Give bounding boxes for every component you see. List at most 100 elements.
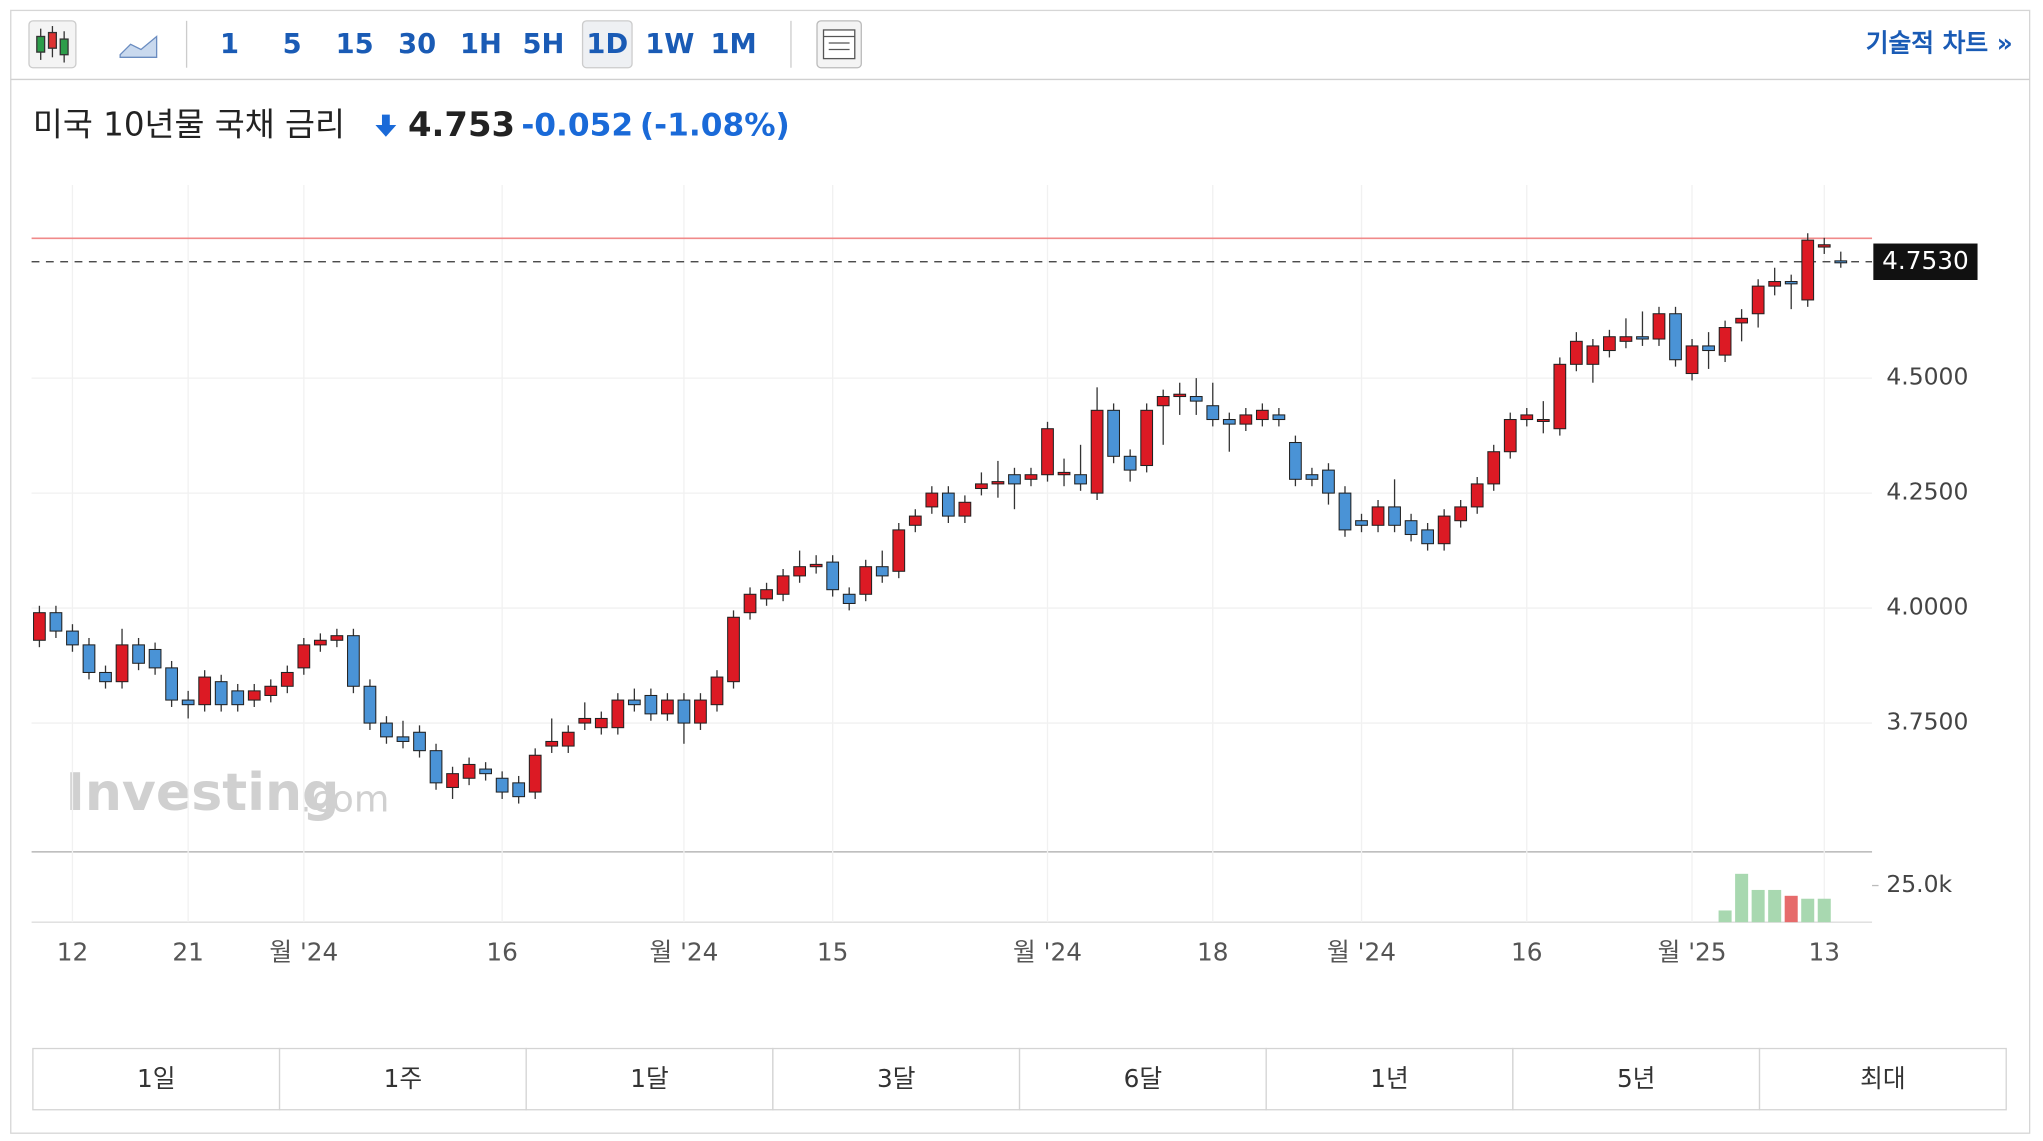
- technical-chart-link[interactable]: 기술적 차트 »: [1866, 28, 2013, 57]
- candle-body: [1074, 474, 1087, 485]
- candle-body: [1768, 281, 1782, 287]
- interval-button[interactable]: 1D: [586, 29, 628, 60]
- candle-body: [1569, 340, 1583, 365]
- candle-body: [148, 648, 162, 669]
- candle-body: [727, 616, 740, 683]
- candle-body: [1817, 244, 1831, 248]
- range-button[interactable]: [1758, 1047, 2007, 1111]
- interval-button[interactable]: 15: [336, 29, 374, 60]
- interval-button[interactable]: 5: [283, 29, 302, 60]
- candle-body: [429, 750, 443, 784]
- candle-body: [1305, 474, 1319, 480]
- candle-body: [677, 699, 691, 724]
- watermark-suffix: .com: [300, 778, 389, 821]
- candle-body: [875, 566, 889, 577]
- range-button[interactable]: [1265, 1047, 1514, 1111]
- candle-body: [710, 676, 724, 706]
- x-tick-label: 12: [57, 937, 88, 966]
- interval-button[interactable]: 1H: [460, 29, 502, 60]
- change: -0.052: [521, 107, 633, 143]
- candle-body: [1289, 441, 1302, 480]
- candle-body: [776, 575, 790, 595]
- candle-body: [743, 593, 757, 614]
- volume-bar: [1718, 910, 1732, 923]
- candle-body: [214, 681, 228, 706]
- candle-body: [1636, 336, 1649, 340]
- candle-body: [363, 685, 377, 724]
- candle-body: [545, 740, 559, 747]
- candle-body: [396, 736, 410, 742]
- candle-body: [231, 690, 245, 706]
- candle-body: [1784, 281, 1798, 285]
- candle-body: [330, 635, 344, 641]
- volume-bar: [1801, 898, 1815, 923]
- down-arrow: [375, 114, 397, 137]
- candle-body: [99, 671, 112, 683]
- range-button[interactable]: [1512, 1047, 1761, 1111]
- x-tick-label: 16: [1511, 937, 1542, 966]
- candle-body: [661, 699, 674, 715]
- range-button[interactable]: [278, 1047, 527, 1111]
- candle-body: [66, 630, 79, 646]
- y-tick-label: 4.2500: [1886, 478, 1968, 506]
- candle-body: [826, 561, 840, 591]
- interval-button[interactable]: 5H: [523, 29, 565, 60]
- range-button[interactable]: [772, 1047, 1021, 1111]
- candle-body: [1371, 506, 1385, 526]
- candle-body: [115, 644, 129, 683]
- candle-body: [1834, 260, 1848, 264]
- y-tick-label: 3.7500: [1886, 708, 1968, 736]
- candle-body: [446, 773, 459, 788]
- area-icon[interactable]: [119, 35, 158, 58]
- candle-body: [1322, 469, 1335, 494]
- candle-body: [908, 515, 922, 526]
- interval-button[interactable]: 1W: [645, 29, 694, 60]
- range-button[interactable]: [525, 1047, 774, 1111]
- candle-body: [1718, 327, 1732, 356]
- candle-body: [380, 722, 393, 738]
- candle-body: [1057, 471, 1071, 476]
- interval-button[interactable]: 1: [220, 29, 239, 60]
- candle-body: [842, 593, 856, 605]
- candle-body: [247, 690, 261, 701]
- candle-body: [561, 731, 575, 747]
- candle-body: [611, 699, 625, 729]
- interval-button[interactable]: 30: [398, 29, 436, 60]
- candle-body: [347, 635, 360, 687]
- interval-button[interactable]: 1M: [711, 29, 757, 60]
- volume-bar: [1768, 889, 1782, 923]
- range-label[interactable]: 3달: [877, 1064, 916, 1093]
- candle-body: [512, 782, 526, 798]
- range-label[interactable]: 6달: [1124, 1064, 1163, 1093]
- candle-body: [1536, 418, 1550, 422]
- range-label[interactable]: 1달: [630, 1064, 669, 1093]
- candle-body: [1437, 515, 1451, 545]
- x-tick-label: 월 '24: [269, 937, 338, 966]
- x-tick-label: 15: [817, 937, 848, 966]
- candle-body: [941, 492, 955, 517]
- y-tick-label: 4.0000: [1886, 593, 1968, 621]
- range-label[interactable]: 1일: [137, 1064, 176, 1093]
- volume-bar: [1817, 898, 1831, 923]
- candle-body: [1735, 317, 1749, 324]
- candle-body: [1669, 313, 1682, 361]
- layout-icon[interactable]: [816, 20, 862, 69]
- range-button[interactable]: [32, 1047, 281, 1111]
- candle-body: [1619, 336, 1633, 342]
- candle-body: [1338, 492, 1352, 531]
- candle-body: [1041, 428, 1054, 476]
- range-label[interactable]: 1년: [1370, 1064, 1408, 1093]
- candle-body: [528, 754, 542, 793]
- x-tick-label: 월 '24: [1327, 937, 1396, 966]
- x-tick-label: 16: [486, 937, 517, 966]
- range-button[interactable]: [1018, 1047, 1267, 1111]
- candle-body: [1140, 409, 1154, 467]
- range-label[interactable]: 최대: [1860, 1064, 1906, 1093]
- range-label[interactable]: 1주: [384, 1064, 423, 1093]
- candle-body: [1520, 414, 1534, 421]
- range-label[interactable]: 5년: [1617, 1064, 1655, 1093]
- candle-body: [1107, 409, 1121, 457]
- last-price-box: [1873, 243, 1978, 280]
- candle-body: [1008, 474, 1021, 485]
- candle-icon[interactable]: [28, 20, 77, 69]
